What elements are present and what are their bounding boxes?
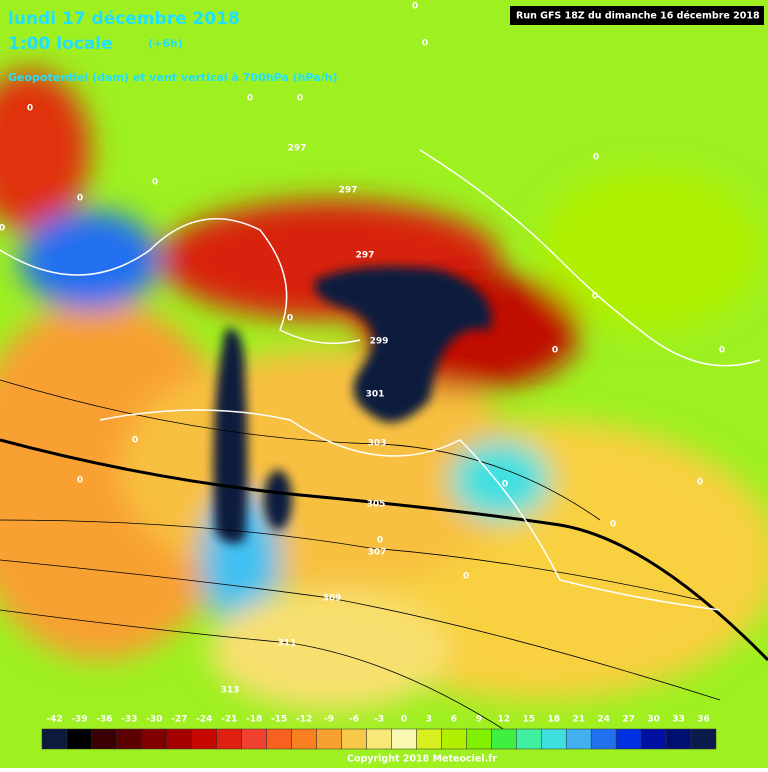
zero-label: 0: [593, 153, 599, 163]
colorbar-label: -12: [296, 715, 312, 725]
colorbar-label: 12: [498, 715, 511, 725]
colorbar-label: -42: [46, 715, 62, 725]
colorbar-swatch: [665, 728, 692, 750]
colorbar-label: -21: [221, 715, 237, 725]
zero-label: 0: [297, 94, 303, 104]
colorbar-swatch: [491, 728, 517, 750]
run-box: [510, 6, 764, 25]
isolines: [0, 379, 721, 741]
colorbar-label: -30: [146, 715, 162, 725]
colorbar-label: 36: [697, 715, 710, 725]
contour-label: 307: [368, 548, 387, 558]
zero-label: 0: [610, 520, 616, 530]
contour-label: 297: [356, 251, 375, 261]
contour-label: 301: [366, 390, 385, 400]
colorbar-swatch: [565, 728, 592, 750]
time: 1:00 locale: [8, 34, 113, 54]
colorbar-label: 9: [476, 715, 482, 725]
date: lundi 17 décembre 2018: [8, 9, 240, 29]
colorbar-swatch: [91, 728, 118, 750]
zero-label: 0: [0, 224, 5, 234]
zero-label: 0: [412, 2, 418, 12]
contour-label: 311: [278, 639, 297, 649]
zero-label: 0: [77, 476, 83, 486]
contour-label: 305: [367, 500, 386, 510]
colorbar-swatch: [41, 728, 68, 750]
colorbar-label: -6: [349, 715, 359, 725]
colorbar-swatch: [366, 728, 392, 750]
colorbar-swatch: [216, 728, 242, 750]
run-info: Run GFS 18Z du dimanche 16 décembre 2018: [516, 11, 760, 22]
colorbar-label: 15: [523, 715, 536, 725]
colorbar-swatch: [341, 728, 367, 750]
contour-label: 297: [339, 186, 358, 196]
colorbar-label: -3: [374, 715, 384, 725]
colorbar-swatch: [541, 728, 567, 750]
colorbar-label: -9: [324, 715, 334, 725]
zero-label: 0: [592, 292, 598, 302]
colorbar-swatch: [466, 728, 492, 750]
zero-label: 0: [152, 178, 158, 188]
colorbar-swatch: [416, 728, 442, 750]
zero-label: 0: [502, 480, 508, 490]
colorbar-label: 24: [597, 715, 610, 725]
colorbar-label: -36: [96, 715, 112, 725]
colorbar-swatch: [516, 728, 542, 750]
dark-cores: [213, 266, 492, 544]
zero-label: 0: [422, 39, 428, 49]
colorbar-label: 6: [451, 715, 457, 725]
colorbar-label: -15: [271, 715, 287, 725]
colorbar-label: 18: [547, 715, 560, 725]
zero-label: 0: [27, 104, 33, 114]
colorbar-label: -27: [171, 715, 187, 725]
zero-label: 0: [377, 536, 383, 546]
colorbar-swatch: [441, 728, 467, 750]
thick-isoline: [0, 438, 768, 662]
colorbar-label: -18: [246, 715, 262, 725]
colorbar-swatch: [291, 728, 317, 750]
contour-label: 313: [221, 686, 240, 696]
colorbar-swatch: [391, 728, 417, 750]
colorbar-swatch: [316, 728, 342, 750]
colorbar-label: 33: [672, 715, 685, 725]
colorbar-label: 27: [622, 715, 635, 725]
colorbar-label: -39: [71, 715, 87, 725]
colorbar-swatch: [241, 728, 267, 750]
copyright: Copyright 2018 Meteociel.fr: [347, 754, 497, 765]
zero-label: 0: [463, 572, 469, 582]
colorbar-swatch: [191, 728, 217, 750]
zero-label: 0: [287, 314, 293, 324]
subtitle: Geopotentiel (dam) et vent vertical à 70…: [8, 71, 337, 84]
contour-label: 309: [323, 594, 342, 604]
zero-label: 0: [719, 346, 725, 356]
zero-label: 0: [77, 194, 83, 204]
zero-label: 0: [132, 436, 138, 446]
contour-label: 299: [370, 337, 389, 347]
coastlines: [0, 149, 761, 611]
colorbar-label: 3: [426, 715, 432, 725]
colorbar-swatch: [166, 728, 193, 750]
colorbar-label: 30: [647, 715, 660, 725]
zero-label: 0: [247, 94, 253, 104]
offset: (+6h): [148, 37, 183, 50]
zero-label: 0: [697, 478, 703, 488]
colorbar-swatch: [590, 728, 617, 750]
colorbar-label: -24: [196, 715, 212, 725]
contour-label: 303: [368, 439, 387, 449]
contour-label: 297: [288, 144, 307, 154]
colorbar-swatch: [640, 728, 667, 750]
colorbar-swatch: [66, 728, 93, 750]
colorbar-swatch: [141, 728, 168, 750]
colorbar-swatch: [615, 728, 642, 750]
colorbar-label: 21: [572, 715, 585, 725]
colorbar-swatch: [690, 728, 717, 750]
zero-label: 0: [552, 346, 558, 356]
colorbar-swatch: [116, 728, 143, 750]
colorbar-label: -33: [121, 715, 137, 725]
colorbar-swatch: [266, 728, 292, 750]
colorbar-label: 0: [401, 715, 407, 725]
